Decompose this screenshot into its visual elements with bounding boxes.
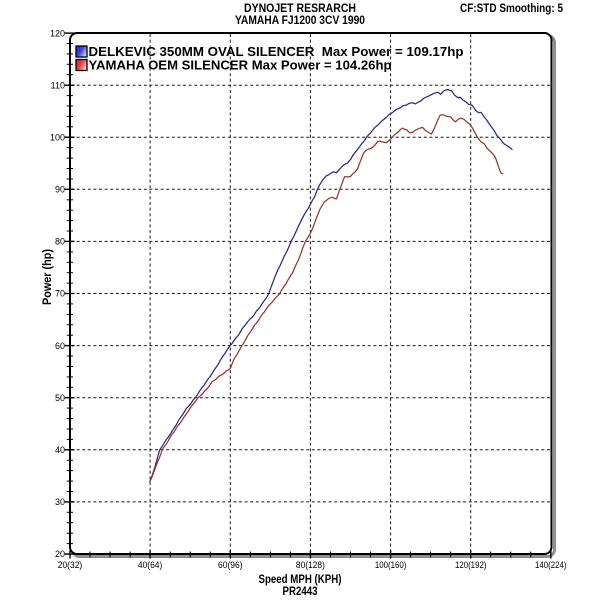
svg-text:120: 120 — [50, 28, 65, 38]
svg-text:30: 30 — [55, 497, 65, 507]
svg-text:20(32): 20(32) — [58, 560, 83, 570]
svg-text:DYNOJET RESRARCH: DYNOJET RESRARCH — [244, 1, 356, 15]
svg-text:Speed MPH (KPH): Speed MPH (KPH) — [259, 572, 342, 586]
svg-text:60(96): 60(96) — [218, 560, 243, 570]
svg-text:DELKEVIC 350MM OVAL SILENCER: DELKEVIC 350MM OVAL SILENCER Max Power =… — [89, 44, 464, 59]
svg-text:140(224): 140(224) — [535, 560, 567, 570]
svg-text:110: 110 — [51, 80, 65, 90]
svg-text:70: 70 — [55, 289, 65, 299]
svg-text:Power (hp): Power (hp) — [40, 249, 54, 305]
svg-text:80(128): 80(128) — [296, 560, 325, 570]
svg-text:90: 90 — [55, 185, 65, 195]
svg-text:40(64): 40(64) — [138, 560, 163, 570]
svg-text:20: 20 — [55, 549, 65, 559]
svg-text:100(160): 100(160) — [375, 560, 407, 570]
svg-text:50: 50 — [55, 393, 65, 403]
svg-text:YAMAHA OEM SILENCER Max Power: YAMAHA OEM SILENCER Max Power = 104.26hp — [89, 58, 392, 73]
svg-text:120(192): 120(192) — [455, 560, 487, 570]
svg-text:60: 60 — [55, 341, 65, 351]
svg-text:80: 80 — [55, 237, 65, 247]
svg-text:PR2443: PR2443 — [283, 584, 318, 598]
svg-text:CF:STD Smoothing: 5: CF:STD Smoothing: 5 — [460, 1, 563, 15]
svg-text:YAMAHA FJ1200 3CV 1990: YAMAHA FJ1200 3CV 1990 — [235, 13, 365, 27]
svg-text:40: 40 — [55, 445, 65, 455]
svg-text:100: 100 — [50, 132, 65, 142]
